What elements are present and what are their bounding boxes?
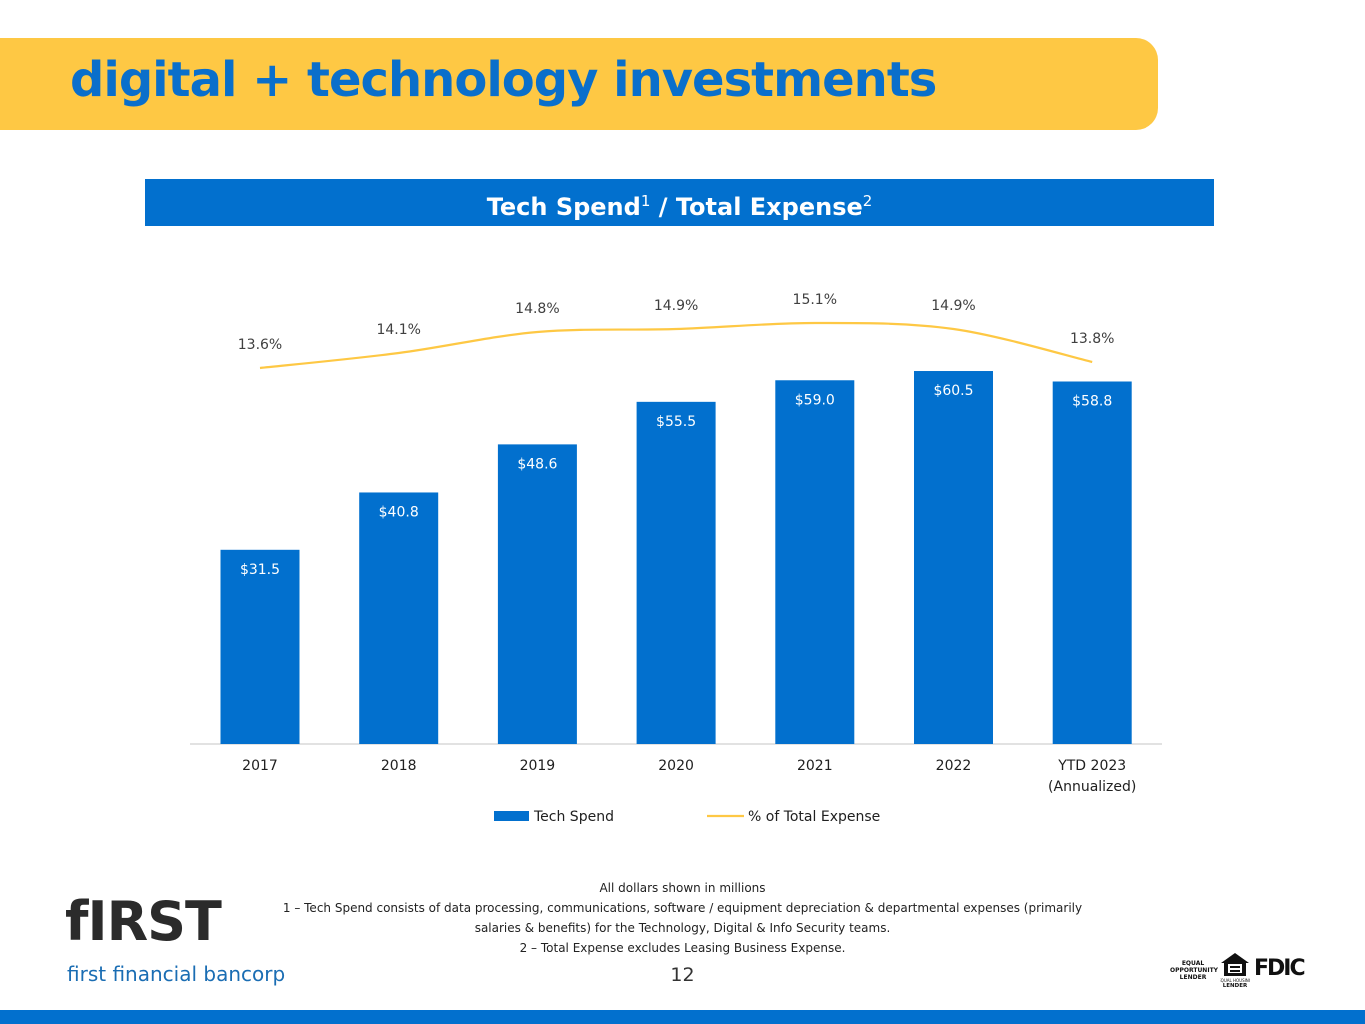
chart-header-mid: / Total Expense	[650, 193, 863, 221]
footnote-1: 1 – Tech Spend consists of data processi…	[282, 901, 1083, 915]
legend-label-pct: % of Total Expense	[748, 809, 880, 825]
category-label: YTD 2023	[1057, 758, 1126, 774]
page-number: 12	[670, 964, 695, 986]
tech-spend-chart: $31.5 13.6% 2017 $40.8 14.1% 2018 $48.6 14.8% 20…	[190, 292, 1162, 825]
chart-header-main: Tech Spend	[486, 193, 641, 221]
company-logo-mark: fIRST	[65, 890, 222, 953]
bar-value-label: $60.5	[933, 383, 973, 399]
footnote-1-cont: salaries & benefits) for the Technology,…	[474, 921, 891, 935]
category-label: 2018	[381, 758, 417, 774]
footnote-ref-2: 2	[862, 192, 873, 210]
bar-value-label: $31.5	[240, 562, 280, 578]
legend: Tech Spend % of Total Expense	[494, 809, 880, 825]
regulatory-badges: EQUAL OPPORTUNITY LENDER EQUAL HOUSING L…	[1170, 952, 1306, 988]
bar-tech-spend-4	[775, 380, 855, 744]
svg-text:EQUAL HOUSING: EQUAL HOUSING	[1220, 978, 1250, 983]
category-label: 2022	[936, 758, 972, 774]
page-title: digital + technology investments	[70, 52, 937, 108]
company-logo-name: first financial bancorp	[67, 962, 286, 986]
title-band	[0, 38, 1158, 130]
bar-tech-spend-5	[914, 371, 993, 744]
category-label: 2021	[797, 758, 833, 774]
footnote-units: All dollars shown in millions	[599, 881, 766, 895]
equal-housing-icon: EQUAL HOUSING LENDER	[1220, 953, 1250, 988]
category-label: 2020	[658, 758, 694, 774]
bar-value-label: $58.8	[1072, 393, 1112, 409]
bar-tech-spend-6	[1052, 381, 1132, 744]
bar-value-label: $55.5	[656, 414, 696, 430]
bar-value-label: $40.8	[379, 504, 419, 520]
bar-value-label: $59.0	[795, 392, 835, 408]
bottom-brand-bar	[0, 1010, 1365, 1024]
legend-swatch-tech-spend	[494, 811, 529, 821]
svg-text:LENDER: LENDER	[1223, 983, 1248, 988]
pct-value-label: 14.9%	[654, 298, 698, 314]
category-label: (Annualized)	[1048, 779, 1136, 795]
bar-value-label: $48.6	[517, 456, 557, 472]
footnotes: All dollars shown in millions 1 – Tech S…	[200, 878, 1165, 958]
pct-total-expense-line	[259, 321, 1093, 370]
pct-value-label: 14.9%	[931, 298, 975, 314]
pct-value-label: 14.1%	[376, 322, 420, 338]
fdic-badge: FDIC	[1254, 956, 1306, 981]
footnote-2: 2 – Total Expense excludes Leasing Busin…	[519, 941, 846, 955]
category-label: 2017	[242, 758, 278, 774]
bar-tech-spend-1	[359, 492, 439, 744]
pct-value-label: 13.8%	[1070, 331, 1114, 347]
pct-value-label: 13.6%	[238, 337, 282, 353]
bar-tech-spend-2	[497, 444, 577, 744]
chart-header: Tech Spend1 / Total Expense2	[145, 179, 1214, 226]
footnote-ref-1: 1	[640, 192, 651, 210]
equal-opportunity-lender-badge: EQUAL OPPORTUNITY LENDER	[1170, 960, 1219, 981]
bar-tech-spend-3	[636, 401, 716, 744]
bar-tech-spend-0	[220, 549, 300, 744]
pct-value-label: 15.1%	[793, 292, 837, 308]
category-label: 2019	[520, 758, 556, 774]
legend-label-tech-spend: Tech Spend	[533, 809, 614, 825]
pct-value-label: 14.8%	[515, 301, 559, 317]
